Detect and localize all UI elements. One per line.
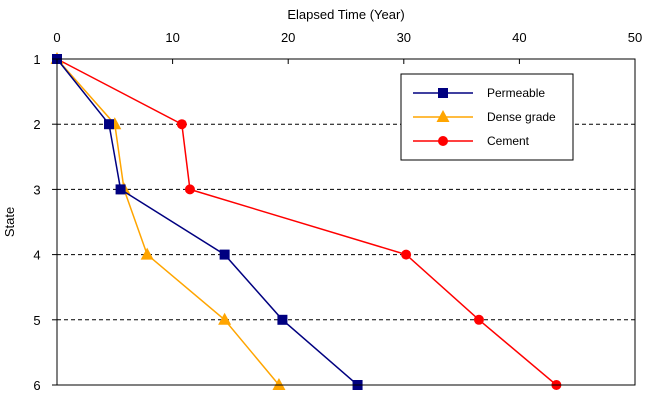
series-permeable [52, 54, 363, 390]
data-point-cement-3 [401, 249, 412, 260]
legend-marker-cement [438, 136, 448, 146]
legend-marker-dense-grade [436, 110, 450, 122]
plot-area-frame [56, 58, 636, 386]
data-point-permeable-2 [115, 184, 126, 195]
series-cement [52, 54, 562, 390]
x-axis-title: Elapsed Time (Year) [287, 7, 404, 22]
axes: 0 10 20 30 40 50 1 2 3 4 5 6 [33, 30, 642, 393]
y-tick-label: 1 [33, 52, 40, 67]
grid-lines [57, 123, 635, 321]
data-point-cement-1 [176, 119, 187, 130]
data-point-dense-grade-4 [218, 312, 232, 325]
data-point-cement-2 [184, 184, 195, 195]
y-tick-label: 3 [33, 182, 40, 197]
series-line-cement [56, 58, 557, 386]
x-tick-label: 10 [165, 30, 179, 45]
series-lines [50, 52, 562, 390]
x-tick-label: 20 [281, 30, 295, 45]
series-dense-grade [50, 52, 286, 390]
series-line-permeable [56, 58, 359, 386]
legend-label-permeable: Permeable [487, 86, 545, 100]
legend-marker-permeable [438, 88, 448, 98]
x-tick-label: 40 [512, 30, 526, 45]
legend-label-cement: Cement [487, 134, 530, 148]
legend-label-dense-grade: Dense grade [487, 110, 556, 124]
x-tick-label: 30 [397, 30, 411, 45]
data-point-dense-grade-3 [140, 247, 154, 260]
y-axis-title: State [2, 207, 17, 237]
data-point-permeable-1 [104, 119, 115, 130]
data-point-dense-grade-5 [272, 378, 286, 390]
y-tick-label: 6 [33, 378, 40, 392]
y-tick-label: 5 [33, 313, 40, 328]
data-point-permeable-4 [277, 314, 288, 325]
x-tick-label: 0 [53, 30, 60, 45]
data-point-permeable-3 [219, 249, 230, 260]
x-tick-label: 50 [628, 30, 642, 45]
y-tick-label: 2 [33, 117, 40, 132]
data-point-cement-4 [473, 314, 484, 325]
series-line-dense-grade [56, 58, 280, 386]
y-tick-label: 4 [33, 248, 40, 263]
legend: Permeable Dense grade Cement [400, 73, 574, 161]
